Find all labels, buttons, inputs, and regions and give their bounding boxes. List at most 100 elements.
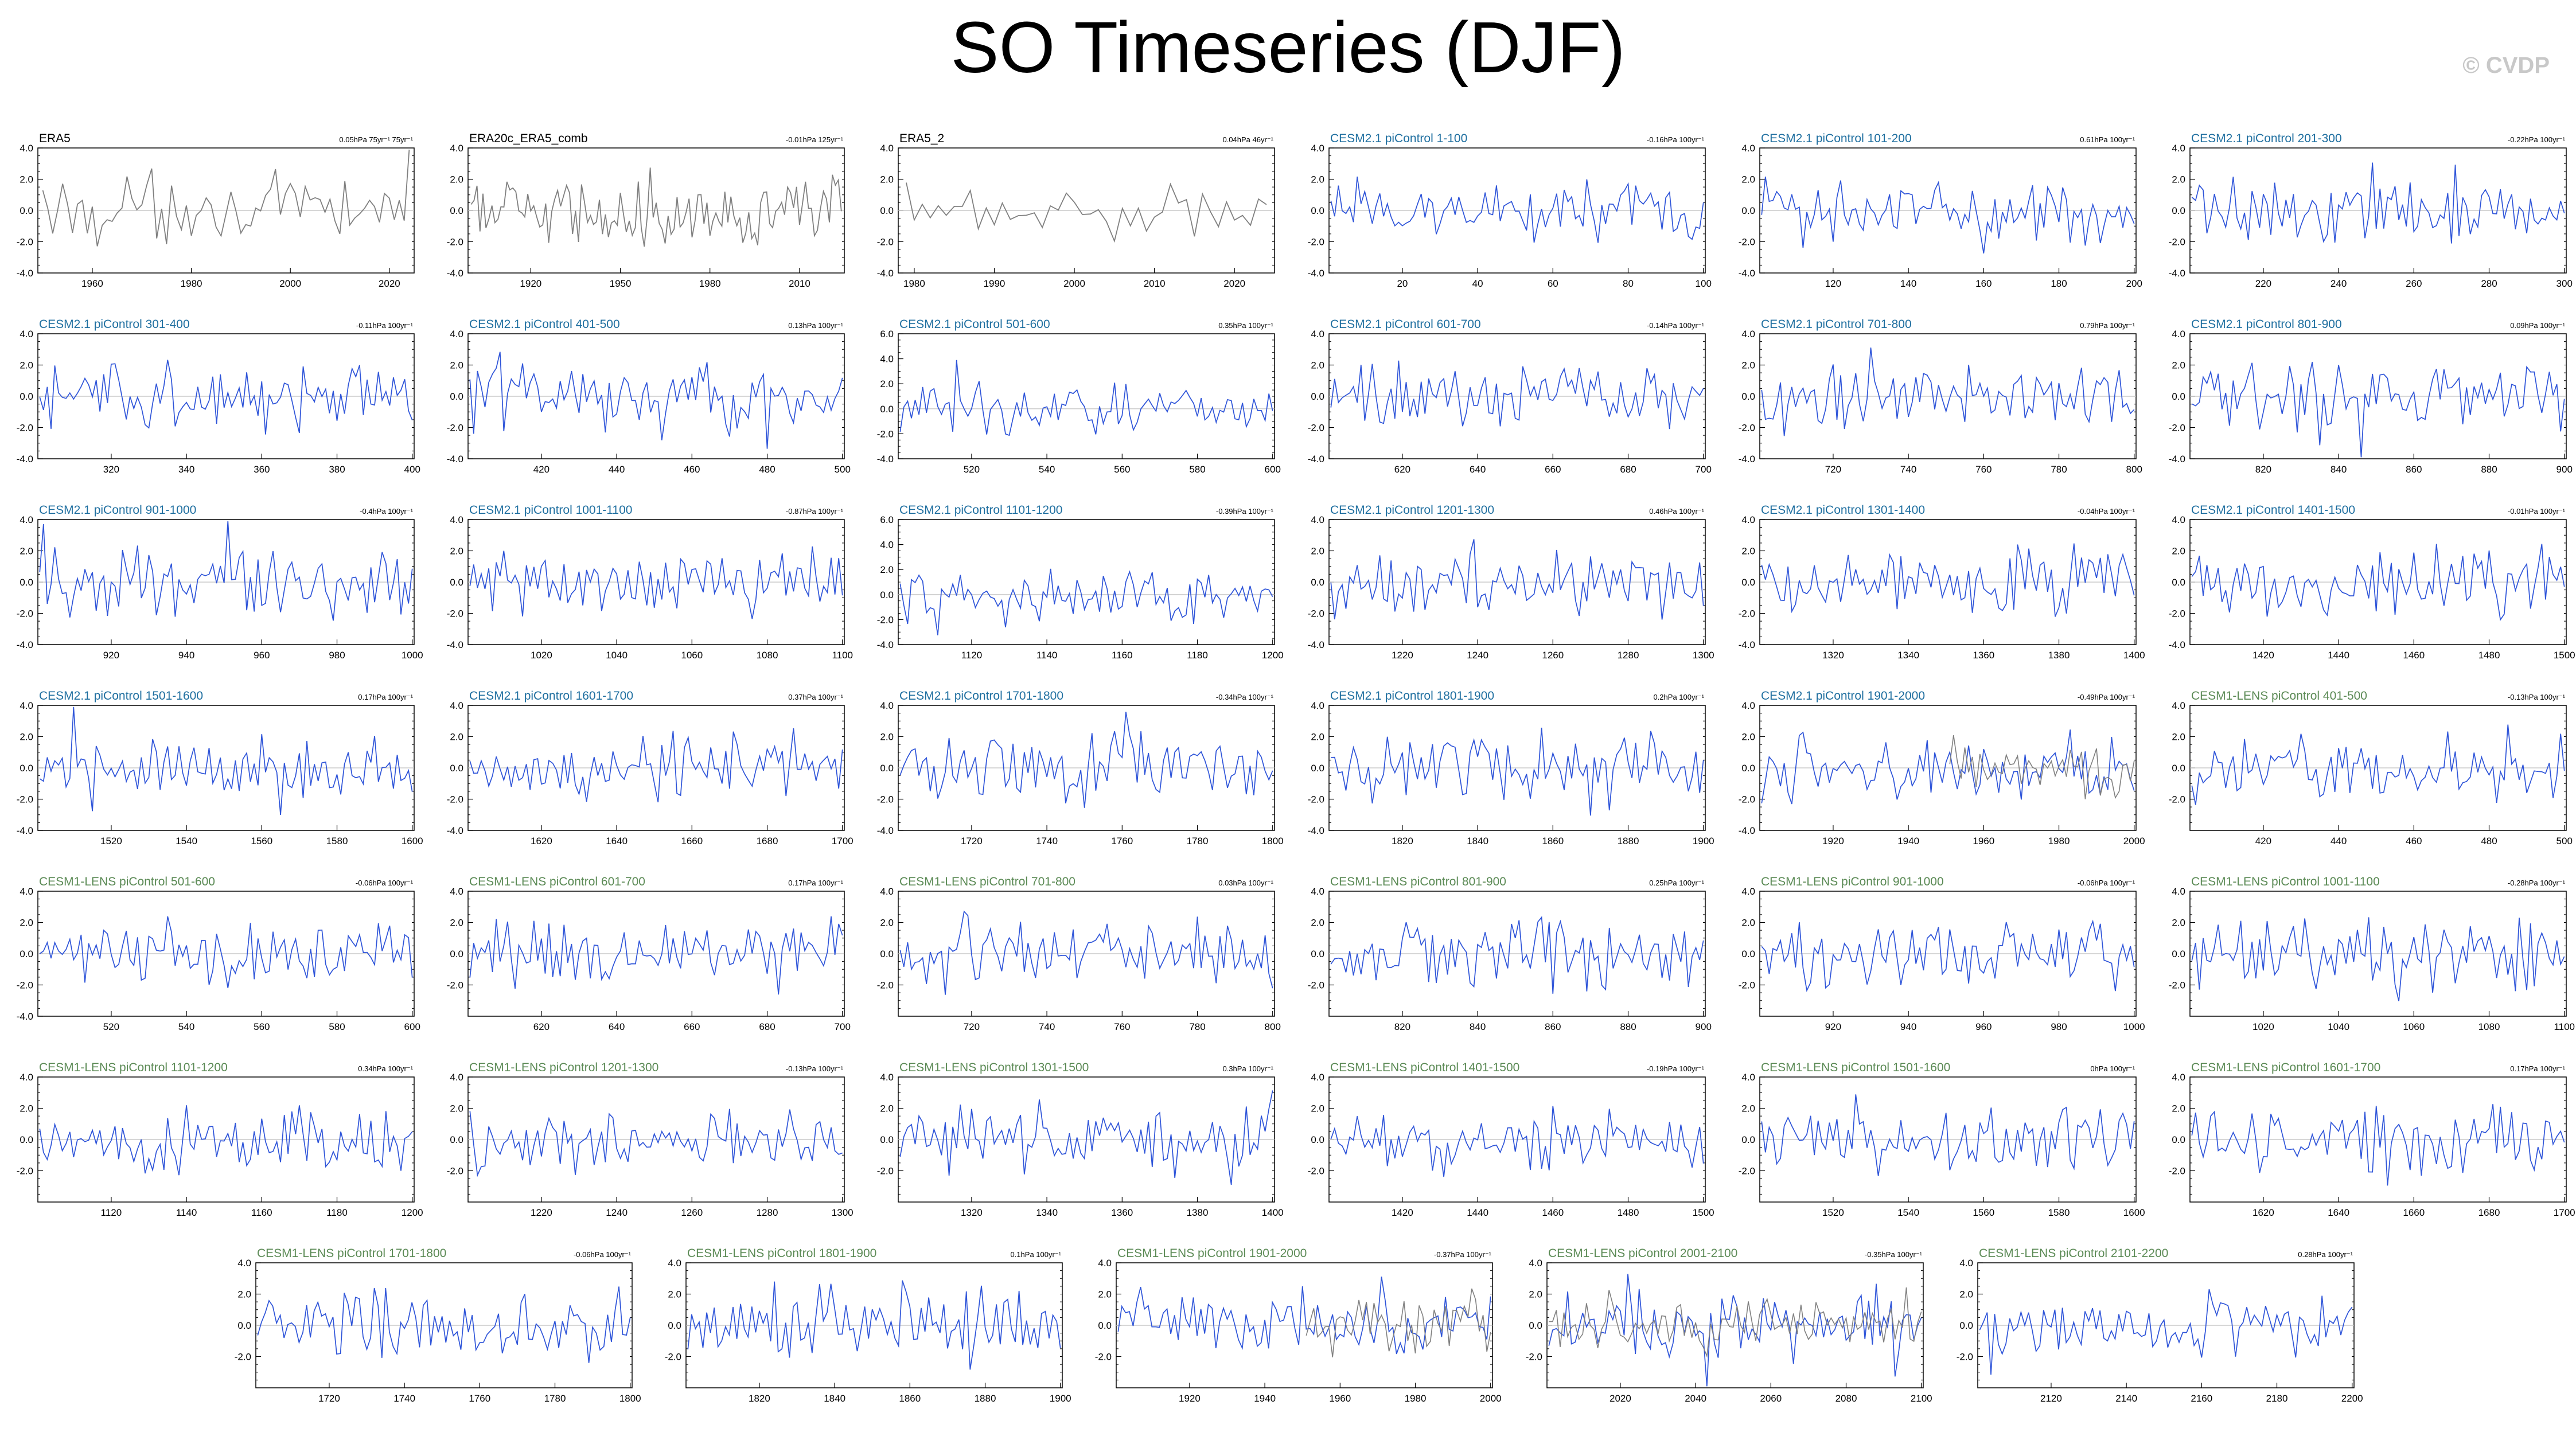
x-tick-label: 760 bbox=[1975, 464, 1992, 475]
x-tick-label: 1780 bbox=[1187, 836, 1209, 846]
timeseries-panel: CESM1-LENS piControl 2001-2100 -0.35hPa 1… bbox=[1526, 1247, 1932, 1404]
y-tick-label: -2.0 bbox=[447, 237, 463, 248]
y-tick-label: 2.0 bbox=[1741, 918, 1755, 928]
x-tick-label: 1200 bbox=[1262, 650, 1284, 661]
model-series-line bbox=[469, 916, 843, 995]
x-tick-label: 2200 bbox=[2341, 1393, 2363, 1404]
y-tick-label: 2.0 bbox=[20, 918, 33, 928]
panel-trend-label: -0.01hPa 100yr⁻¹ bbox=[2508, 507, 2566, 516]
observed-series-line bbox=[906, 182, 1267, 243]
panel-trend-label: 0.61hPa 100yr⁻¹ bbox=[2080, 135, 2135, 144]
timeseries-panel: CESM2.1 piControl 1901-2000 -0.49hPa 100y… bbox=[1739, 689, 2145, 846]
y-tick-label: 2.0 bbox=[2172, 174, 2185, 185]
y-tick-label: 4.0 bbox=[237, 1258, 251, 1269]
x-tick-label: 1260 bbox=[1542, 650, 1564, 661]
x-tick-label: 780 bbox=[1189, 1021, 1205, 1032]
panel-trend-label: 0.17hPa 100yr⁻¹ bbox=[788, 879, 843, 887]
panel-trend-label: 0.25hPa 100yr⁻¹ bbox=[1649, 879, 1704, 887]
x-tick-label: 860 bbox=[2406, 464, 2422, 475]
x-tick-label: 2010 bbox=[789, 278, 810, 289]
panel-trend-label: 0.2hPa 100yr⁻¹ bbox=[1653, 693, 1704, 701]
y-tick-label: -4.0 bbox=[17, 639, 33, 650]
model-series-line bbox=[469, 1109, 843, 1177]
x-tick-label: 700 bbox=[835, 1021, 851, 1032]
x-tick-label: 2180 bbox=[2266, 1393, 2288, 1404]
y-tick-label: 0.0 bbox=[20, 577, 33, 588]
x-tick-label: 80 bbox=[1623, 278, 1634, 289]
y-tick-label: 4.0 bbox=[880, 354, 894, 365]
timeseries-panel: CESM1-LENS piControl 1901-2000 -0.37hPa 1… bbox=[1095, 1247, 1502, 1404]
model-series-line bbox=[1548, 1274, 1922, 1387]
panel-trend-label: 0.04hPa 46yr⁻¹ bbox=[1222, 135, 1273, 144]
model-series-line bbox=[1330, 176, 1704, 243]
y-tick-label: -4.0 bbox=[2169, 454, 2185, 465]
model-series-line bbox=[39, 916, 413, 988]
panel-title: CESM2.1 piControl 601-700 bbox=[1330, 318, 1481, 331]
model-series-line bbox=[1761, 348, 2135, 436]
y-tick-label: 2.0 bbox=[20, 174, 33, 185]
y-tick-label: -4.0 bbox=[877, 825, 894, 836]
x-tick-label: 2000 bbox=[1063, 278, 1085, 289]
y-tick-label: 2.0 bbox=[2172, 918, 2185, 928]
x-tick-label: 720 bbox=[1825, 464, 1841, 475]
y-tick-label: 4.0 bbox=[1098, 1258, 1112, 1269]
x-tick-label: 1680 bbox=[2478, 1207, 2500, 1218]
y-tick-label: 0.0 bbox=[20, 1134, 33, 1145]
x-tick-label: 1420 bbox=[2252, 650, 2274, 661]
y-tick-label: 2.0 bbox=[1741, 360, 1755, 371]
panel-trend-label: -0.06hPa 100yr⁻¹ bbox=[2078, 879, 2135, 887]
y-tick-label: 2.0 bbox=[2172, 1103, 2185, 1114]
y-tick-label: -4.0 bbox=[447, 825, 463, 836]
model-series-line bbox=[899, 711, 1273, 808]
y-tick-label: 6.0 bbox=[880, 329, 894, 340]
observed-series-line bbox=[470, 167, 842, 247]
y-tick-label: -4.0 bbox=[1739, 268, 1755, 279]
x-tick-label: 800 bbox=[1265, 1021, 1281, 1032]
y-tick-label: 2.0 bbox=[1311, 360, 1324, 371]
x-tick-label: 1140 bbox=[176, 1207, 197, 1218]
y-tick-label: 2.0 bbox=[880, 174, 894, 185]
panel-trend-label: 0.05hPa 75yr⁻¹ 75yr⁻¹ bbox=[339, 135, 413, 144]
y-tick-label: -2.0 bbox=[1739, 794, 1755, 805]
y-tick-label: 2.0 bbox=[880, 378, 894, 389]
panel-title: CESM2.1 piControl 1701-1800 bbox=[899, 689, 1063, 703]
panel-title: CESM1-LENS piControl 501-600 bbox=[39, 875, 215, 888]
y-tick-label: 0.0 bbox=[880, 1134, 894, 1145]
panel-trend-label: 0.3hPa 100yr⁻¹ bbox=[1222, 1064, 1273, 1073]
timeseries-panel: CESM2.1 piControl 301-400 -0.11hPa 100yr⁻… bbox=[17, 318, 420, 475]
x-tick-label: 1020 bbox=[2252, 1021, 2274, 1032]
timeseries-panel: CESM1-LENS piControl 1001-1100 -0.28hPa 1… bbox=[2169, 875, 2575, 1032]
y-tick-label: -2.0 bbox=[2169, 980, 2185, 991]
x-tick-label: 1100 bbox=[832, 650, 853, 661]
y-tick-label: -2.0 bbox=[1095, 1352, 1112, 1363]
copyright-label: © CVDP bbox=[2462, 53, 2550, 78]
y-tick-label: 4.0 bbox=[1529, 1258, 1542, 1269]
x-tick-label: 240 bbox=[2331, 278, 2347, 289]
model-series-line bbox=[1330, 916, 1704, 994]
observed-series-line bbox=[42, 149, 410, 247]
panel-title: CESM2.1 piControl 401-500 bbox=[469, 318, 620, 331]
y-tick-label: 2.0 bbox=[450, 174, 463, 185]
x-tick-label: 560 bbox=[254, 1021, 270, 1032]
x-tick-label: 1760 bbox=[469, 1393, 490, 1404]
x-tick-label: 1800 bbox=[1262, 836, 1284, 846]
panel-title: CESM2.1 piControl 701-800 bbox=[1761, 318, 1912, 331]
model-series-line bbox=[1330, 539, 1704, 620]
y-tick-label: 0.0 bbox=[2172, 1134, 2185, 1145]
panel-trend-label: -0.28hPa 100yr⁻¹ bbox=[2508, 879, 2566, 887]
y-tick-label: 2.0 bbox=[2172, 732, 2185, 743]
x-tick-label: 1420 bbox=[1392, 1207, 1413, 1218]
timeseries-panel: CESM1-LENS piControl 601-700 0.17hPa 100y… bbox=[447, 875, 851, 1032]
timeseries-panel: CESM2.1 piControl 501-600 0.35hPa 100yr⁻¹… bbox=[877, 318, 1281, 475]
y-tick-label: -2.0 bbox=[447, 608, 463, 619]
y-tick-label: 2.0 bbox=[450, 918, 463, 928]
x-tick-label: 1980 bbox=[903, 278, 925, 289]
x-tick-label: 2020 bbox=[1223, 278, 1245, 289]
y-tick-label: 4.0 bbox=[1741, 886, 1755, 897]
x-tick-label: 1480 bbox=[2478, 650, 2500, 661]
x-tick-label: 1840 bbox=[824, 1393, 845, 1404]
y-tick-label: 4.0 bbox=[1741, 1072, 1755, 1083]
y-tick-label: -2.0 bbox=[2169, 1166, 2185, 1177]
x-tick-label: 2000 bbox=[2123, 836, 2145, 846]
x-tick-label: 1620 bbox=[2252, 1207, 2274, 1218]
